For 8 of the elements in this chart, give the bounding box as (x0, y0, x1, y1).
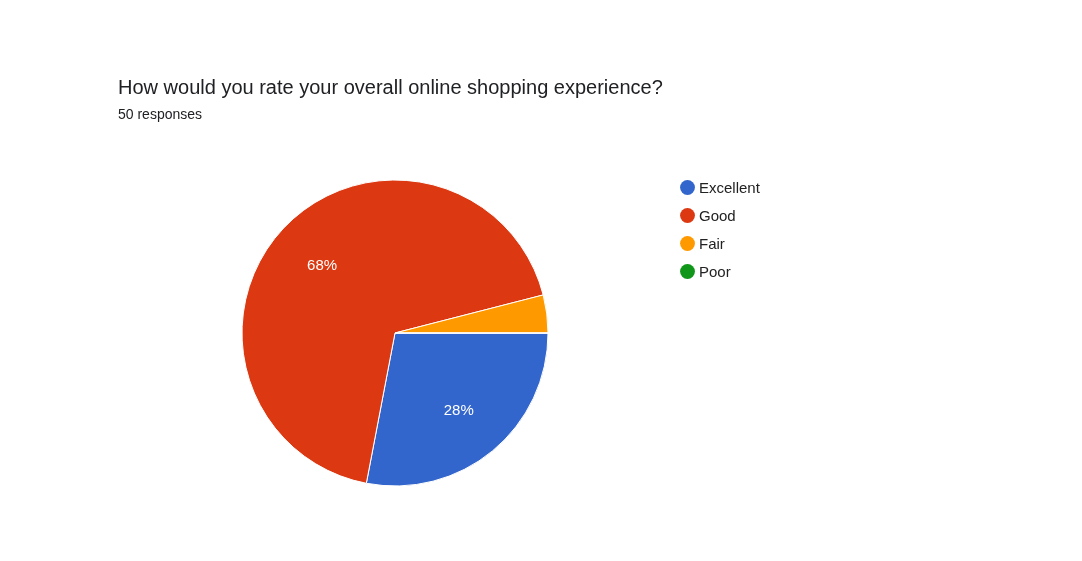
chart-title: How would you rate your overall online shopping experience? (118, 76, 663, 98)
legend-label: Fair (699, 234, 725, 252)
data-label: 68% (307, 255, 338, 273)
legend-label: Good (699, 206, 736, 224)
legend-label: Poor (699, 262, 731, 280)
chart-subtitle: 50 responses (118, 106, 203, 122)
data-label: 28% (443, 401, 474, 419)
legend-label: Excellent (699, 178, 761, 196)
